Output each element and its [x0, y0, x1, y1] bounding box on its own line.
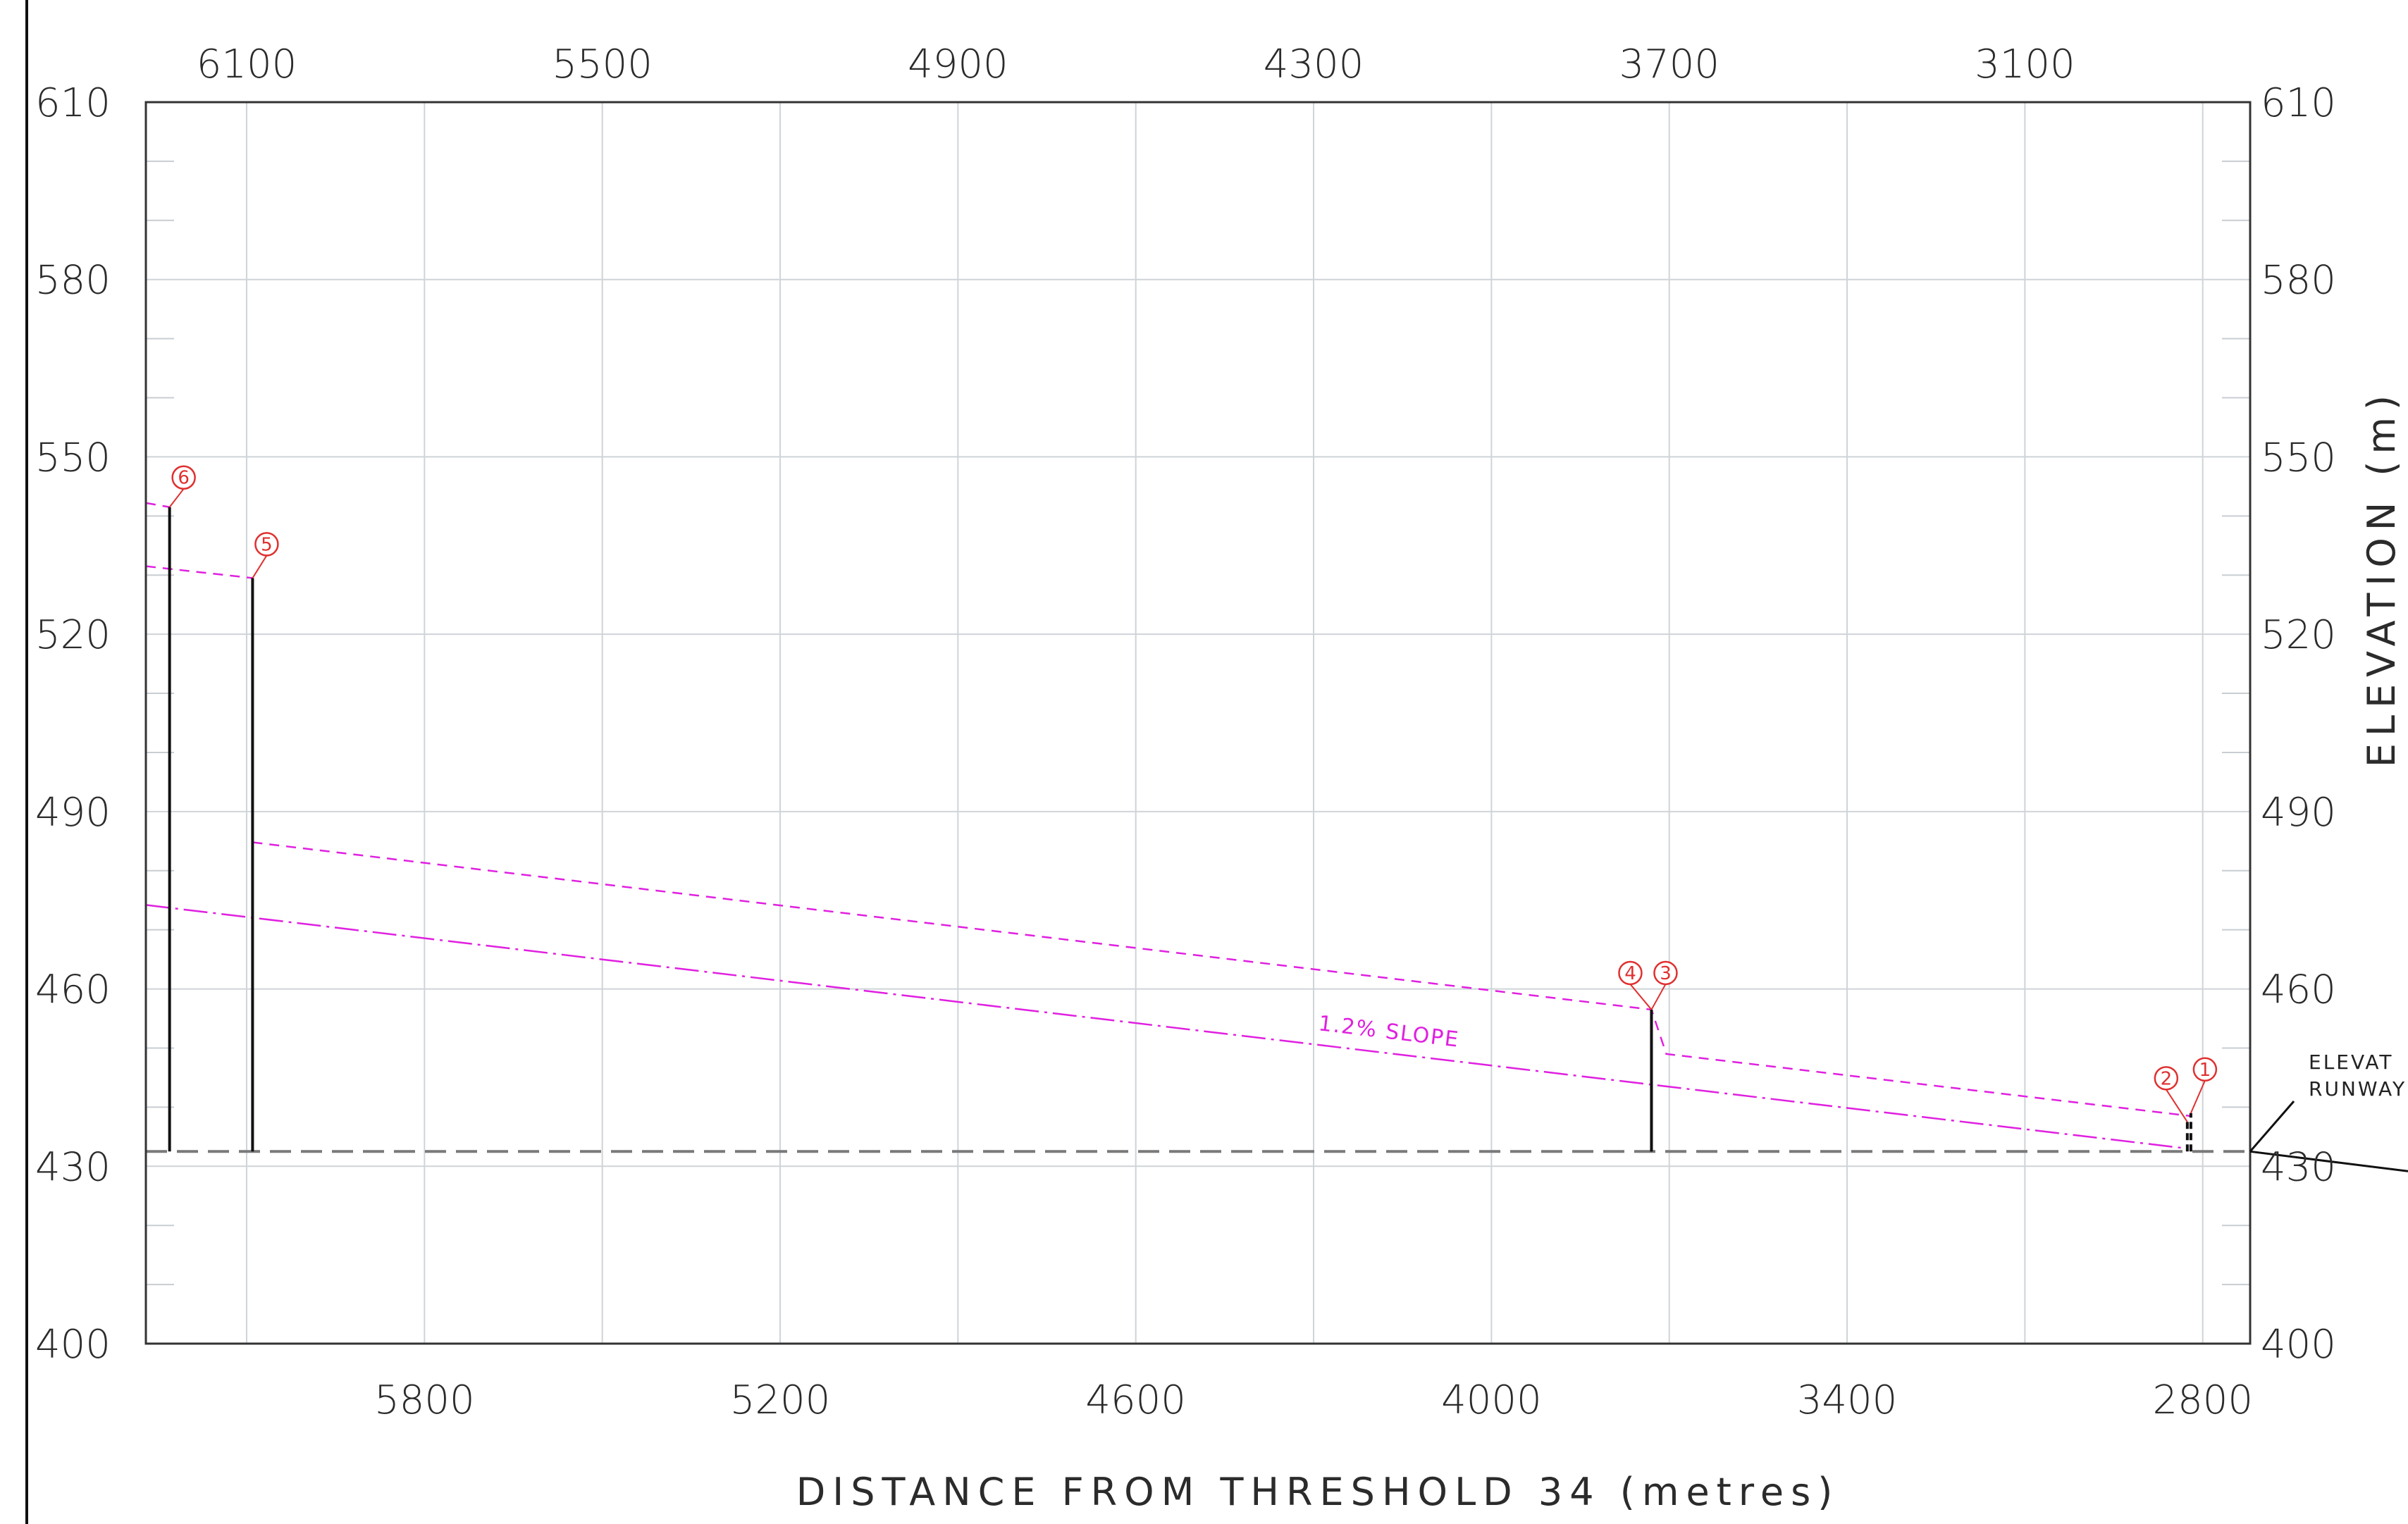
- y-tick-label-right: 430: [2261, 1144, 2336, 1190]
- y-tick-label-right: 610: [2261, 80, 2336, 126]
- axes: [25, 0, 2408, 1524]
- y-tick-label-right: 460: [2261, 967, 2336, 1013]
- series-line: [145, 565, 253, 579]
- obstacle-4-label: 4: [1624, 963, 1636, 984]
- x-tick-label-top: 6100: [197, 42, 297, 87]
- obstacle-3-marker: [1653, 960, 1678, 986]
- elevation-note-line2: RUNWAY: [2309, 1077, 2407, 1101]
- x-tick-label-top: 5500: [552, 42, 653, 87]
- slope-label: 1.2% SLOPE: [1317, 1011, 1461, 1053]
- y-tick-label-left: 430: [35, 1144, 111, 1190]
- grid: [146, 101, 2250, 1344]
- obstacle-2-label: 2: [2161, 1068, 2173, 1089]
- series-line: [252, 841, 2192, 1117]
- x-tick-label-top: 4300: [1264, 42, 1364, 87]
- obstacle-6-leader: [168, 488, 185, 508]
- obstacle-1-label: 1: [2199, 1060, 2211, 1081]
- minor-ticks: [146, 160, 2250, 1286]
- obstacle-5-marker: [254, 532, 279, 557]
- x-tick-label-top: 4900: [908, 42, 1008, 87]
- y-tick-label-left: 490: [35, 790, 111, 836]
- x-tick-label-bottom: 5200: [730, 1377, 831, 1423]
- obstacle-3-label: 3: [1660, 963, 1672, 984]
- obstacle-6-label: 6: [178, 468, 190, 489]
- obstacles: 1 2 3 4 5 6: [168, 465, 2218, 1152]
- y-axis-title: ELEVATION (m): [2359, 388, 2404, 767]
- plot-frame: [144, 101, 2252, 1345]
- x-tick-label-bottom: 4000: [1441, 1377, 1542, 1423]
- runway-leader-line: [2249, 1150, 2408, 1172]
- y-tick-label-left: 400: [35, 1322, 111, 1368]
- x-tick-label-bottom: 2800: [2152, 1377, 2253, 1423]
- y-tick-label-left: 550: [35, 435, 111, 481]
- obstacle-2-marker: [2154, 1066, 2179, 1091]
- series-lines: [145, 502, 2192, 1150]
- y-tick-label-left: 610: [35, 80, 111, 126]
- y-tick-label-left: 580: [35, 258, 111, 304]
- series-line: [145, 502, 170, 508]
- obstacle-2-leader: [2166, 1089, 2188, 1122]
- obstacle-4-leader: [1629, 984, 1653, 1010]
- y-tick-label-right: 400: [2261, 1322, 2336, 1368]
- y-tick-label-right: 580: [2261, 258, 2336, 304]
- x-tick-label-top: 3100: [1975, 42, 2075, 87]
- obstacle-1-leader: [2190, 1080, 2206, 1114]
- obstacle-5-label: 5: [261, 534, 273, 555]
- elevation-note-line1: ELEVAT: [2309, 1051, 2393, 1074]
- obstacle-4-marker: [1618, 960, 1643, 986]
- x-tick-label-top: 3700: [1619, 42, 1719, 87]
- elevation-note-leader: [2249, 1101, 2295, 1153]
- y-tick-label-right: 490: [2261, 790, 2336, 836]
- y-tick-label-right: 550: [2261, 435, 2336, 481]
- tick-labels: 400 400 430 430 460 460 490 490 520 520 550 550 580 5…: [35, 42, 2336, 1423]
- obstacle-3-leader: [1650, 984, 1667, 1010]
- y-tick-label-right: 520: [2261, 612, 2336, 658]
- obstacle-5-leader: [252, 555, 268, 578]
- x-tick-label-bottom: 5800: [374, 1377, 475, 1423]
- obstacle-1-marker: [2192, 1057, 2218, 1082]
- x-tick-label-bottom: 3400: [1797, 1377, 1898, 1423]
- y-tick-label-left: 520: [35, 612, 111, 658]
- series-line: [145, 904, 2187, 1150]
- x-axis-title: DISTANCE FROM THRESHOLD 34 (metres): [796, 1470, 1840, 1514]
- y-tick-label-left: 460: [35, 967, 111, 1013]
- obstacle-6-marker: [171, 465, 196, 490]
- x-tick-label-bottom: 4600: [1085, 1377, 1186, 1423]
